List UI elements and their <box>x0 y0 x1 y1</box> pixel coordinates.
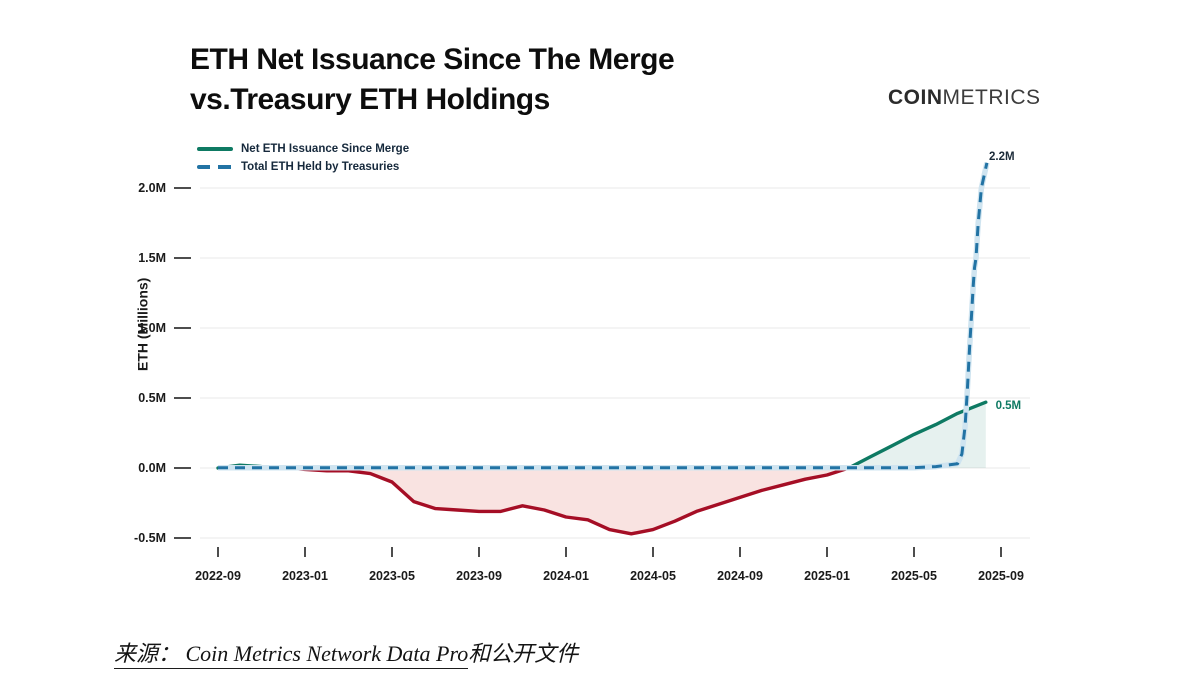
x-tick-label: 2024-09 <box>717 569 763 583</box>
legend-label: Net ETH Issuance Since Merge <box>241 143 410 155</box>
x-tick-label: 2023-05 <box>369 569 415 583</box>
y-tick-label: -0.5M <box>134 531 166 545</box>
solid-line-swatch-icon <box>197 147 233 151</box>
negative-area-fill <box>290 468 849 534</box>
x-tick-label: 2025-09 <box>978 569 1024 583</box>
value-annotation: 0.5M <box>996 400 1022 412</box>
x-tick-label: 2025-05 <box>891 569 937 583</box>
net-issuance-line <box>847 400 988 470</box>
source-note: 来源： Coin Metrics Network Data Pro和公开文件 <box>114 636 579 669</box>
x-tick-label: 2023-01 <box>282 569 328 583</box>
x-tick-label: 2024-01 <box>543 569 589 583</box>
y-tick-label: 1.0M <box>138 321 166 335</box>
x-tick-label: 2023-09 <box>456 569 502 583</box>
logo-coin: COIN <box>888 86 943 109</box>
chart-legend: Net ETH Issuance Since Merge Total ETH H… <box>197 140 409 176</box>
title-line-1: ETH Net Issuance Since The Merge <box>190 43 675 76</box>
y-tick-label: 0.5M <box>138 391 166 405</box>
legend-item-treasury: Total ETH Held by Treasuries <box>197 158 409 176</box>
dashed-line-swatch-icon <box>197 165 233 169</box>
title-line-2: vs.Treasury ETH Holdings <box>190 83 550 116</box>
logo-metrics: METRICS <box>942 86 1041 109</box>
y-tick-label: 2.0M <box>138 181 166 195</box>
treasury-line-halo <box>218 162 990 471</box>
y-tick-label: 0.0M <box>138 461 166 475</box>
legend-item-net-issuance: Net ETH Issuance Since Merge <box>197 140 409 158</box>
page-title: ETH Net Issuance Since The Merge vs.Trea… <box>190 40 890 120</box>
source-underlined: 来源： Coin Metrics Network Data Pro <box>114 641 469 669</box>
y-tick-label: 1.5M <box>138 251 166 265</box>
legend-label: Total ETH Held by Treasuries <box>241 161 400 173</box>
x-tick-label: 2022-09 <box>195 569 241 583</box>
x-tick-label: 2024-05 <box>630 569 676 583</box>
value-annotation: 2.2M <box>989 151 1015 163</box>
y-axis-title: ETH (Millions) <box>134 277 151 371</box>
source-suffix: 和公开文件 <box>468 641 579 666</box>
coinmetrics-logo: COINMETRICS <box>888 86 1041 110</box>
x-tick-label: 2025-01 <box>804 569 850 583</box>
net-issuance-line <box>288 466 851 536</box>
treasury-line <box>218 162 989 470</box>
